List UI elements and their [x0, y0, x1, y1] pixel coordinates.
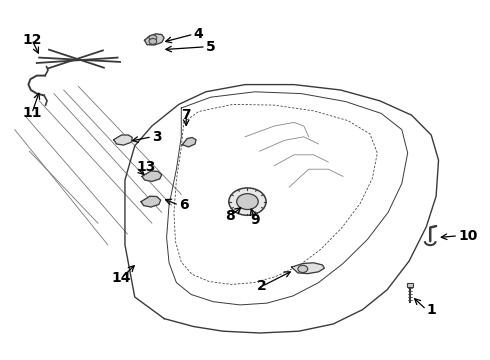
Text: 13: 13 — [136, 161, 156, 174]
Text: 1: 1 — [426, 303, 436, 316]
Text: 10: 10 — [458, 229, 478, 243]
Text: 2: 2 — [257, 279, 267, 293]
Text: 11: 11 — [22, 107, 42, 120]
Text: 7: 7 — [181, 108, 191, 122]
Circle shape — [149, 35, 157, 41]
Circle shape — [229, 188, 266, 215]
Text: 3: 3 — [152, 130, 162, 144]
Text: 12: 12 — [22, 33, 42, 46]
Circle shape — [149, 39, 157, 44]
Text: 8: 8 — [225, 209, 235, 223]
Text: 5: 5 — [206, 40, 216, 54]
Text: 9: 9 — [250, 213, 260, 226]
Polygon shape — [114, 135, 132, 145]
Text: 6: 6 — [179, 198, 189, 212]
Polygon shape — [141, 196, 161, 207]
Text: 14: 14 — [112, 271, 131, 285]
Polygon shape — [182, 138, 196, 147]
Polygon shape — [292, 263, 324, 274]
Text: 4: 4 — [194, 27, 203, 41]
Circle shape — [298, 265, 308, 273]
FancyBboxPatch shape — [407, 283, 413, 287]
Polygon shape — [142, 171, 162, 181]
Circle shape — [237, 194, 258, 210]
Polygon shape — [145, 34, 164, 45]
